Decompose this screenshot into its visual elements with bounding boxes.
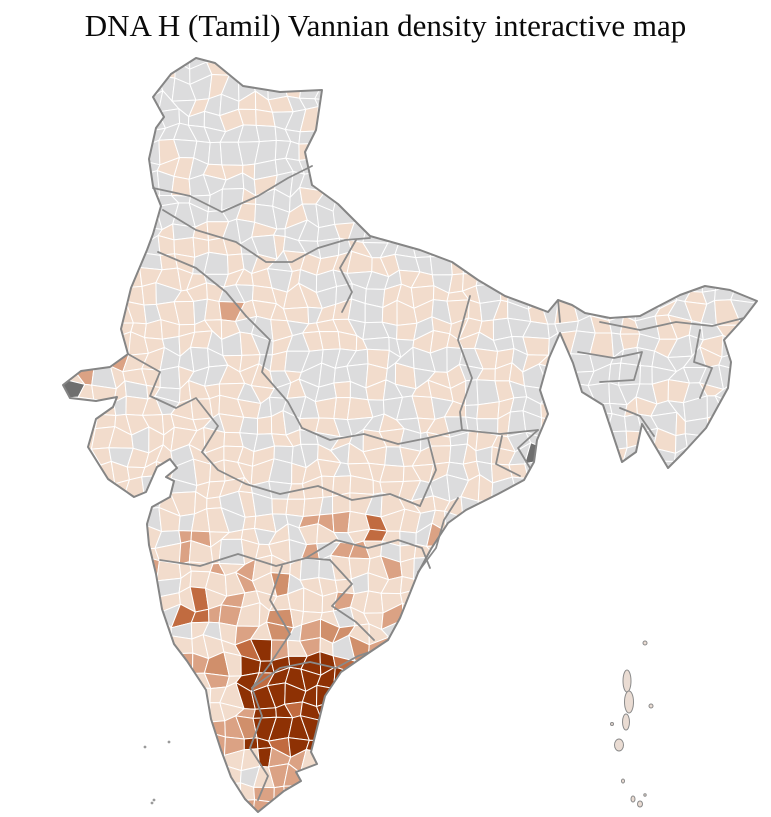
island[interactable] xyxy=(643,793,647,797)
district-cell[interactable] xyxy=(257,415,273,435)
state-border xyxy=(495,435,521,477)
state-border xyxy=(251,651,371,689)
district-cell[interactable] xyxy=(318,330,341,351)
island[interactable] xyxy=(621,778,625,784)
district-cell[interactable] xyxy=(190,398,214,421)
state-borders xyxy=(127,165,745,801)
state-border xyxy=(419,437,437,507)
island-dot[interactable] xyxy=(143,745,147,749)
state-border xyxy=(457,295,473,431)
district-cell[interactable] xyxy=(76,463,102,483)
island-dot[interactable] xyxy=(152,798,156,802)
district-cell[interactable] xyxy=(587,381,611,405)
state-border xyxy=(301,427,539,445)
state-border xyxy=(249,687,269,801)
district-cell[interactable] xyxy=(271,498,289,515)
district-cell[interactable] xyxy=(333,666,350,690)
state-border xyxy=(577,351,643,383)
district-cell[interactable] xyxy=(333,380,351,399)
district-cell[interactable] xyxy=(242,515,257,531)
state-border xyxy=(305,539,431,569)
island[interactable] xyxy=(622,669,632,693)
district-cell[interactable] xyxy=(252,707,277,719)
district-cell[interactable] xyxy=(283,784,302,804)
island[interactable] xyxy=(642,640,648,646)
district-cell[interactable] xyxy=(255,124,277,143)
district-cell[interactable] xyxy=(650,460,676,476)
district-cell[interactable] xyxy=(511,476,530,498)
district-cell[interactable] xyxy=(539,287,566,302)
district-cell[interactable] xyxy=(429,256,453,276)
state-border xyxy=(201,451,421,507)
district-cell[interactable] xyxy=(140,169,161,197)
district-cell[interactable] xyxy=(314,396,337,420)
district-cell[interactable] xyxy=(141,282,157,306)
island[interactable] xyxy=(624,690,634,714)
state-border xyxy=(152,165,313,213)
state-border xyxy=(557,299,561,323)
island-dot[interactable] xyxy=(150,801,154,805)
island[interactable] xyxy=(622,713,630,731)
state-border xyxy=(693,329,713,399)
district-cell[interactable] xyxy=(522,336,550,356)
district-cell[interactable] xyxy=(235,799,256,817)
district-cell[interactable] xyxy=(347,298,366,324)
district-cell[interactable] xyxy=(218,538,246,566)
island[interactable] xyxy=(648,703,654,709)
state-border xyxy=(159,553,331,567)
district-cell[interactable] xyxy=(475,266,501,287)
island-dot[interactable] xyxy=(167,740,171,744)
andaman-nicobar-islands[interactable] xyxy=(610,640,654,808)
district-cell[interactable] xyxy=(220,782,242,803)
state-border xyxy=(599,317,745,331)
island[interactable] xyxy=(637,800,643,808)
state-border xyxy=(329,559,375,641)
district-cell[interactable] xyxy=(206,496,222,510)
district-cell[interactable] xyxy=(156,60,177,79)
district-cell[interactable] xyxy=(636,288,661,310)
island[interactable] xyxy=(614,738,624,752)
state-border xyxy=(245,315,303,429)
state-border xyxy=(619,407,655,437)
district-cell[interactable] xyxy=(299,557,321,581)
district-cell[interactable] xyxy=(332,510,351,534)
island[interactable] xyxy=(630,795,636,803)
district-cell[interactable] xyxy=(639,365,653,385)
lakshadweep-islands[interactable] xyxy=(143,740,171,805)
district-cell[interactable] xyxy=(399,557,415,580)
district-cell[interactable] xyxy=(155,460,174,479)
district-cell[interactable] xyxy=(362,336,390,351)
district-cell[interactable] xyxy=(714,394,742,422)
state-border xyxy=(339,239,357,313)
district-cell[interactable] xyxy=(59,396,84,419)
map-title: DNA H (Tamil) Vannian density interactiv… xyxy=(84,8,687,43)
state-border xyxy=(162,209,371,263)
district-cell[interactable] xyxy=(159,365,181,390)
state-border xyxy=(157,251,247,317)
country-outline xyxy=(62,57,758,813)
district-cell[interactable] xyxy=(174,44,191,71)
district-cell[interactable] xyxy=(207,141,223,166)
state-border xyxy=(251,565,291,689)
district-cell[interactable] xyxy=(204,752,226,769)
district-cell[interactable] xyxy=(192,458,212,487)
district-cell[interactable] xyxy=(666,267,691,293)
island[interactable] xyxy=(610,722,614,726)
state-border xyxy=(517,429,539,469)
district-cell[interactable] xyxy=(385,221,400,244)
district-cell[interactable] xyxy=(464,404,479,420)
district-cell[interactable] xyxy=(156,560,182,582)
district-cell[interactable] xyxy=(285,498,306,518)
district-cell[interactable] xyxy=(684,446,704,467)
district-cell[interactable] xyxy=(476,401,500,420)
state-border xyxy=(127,353,219,453)
district-cell[interactable] xyxy=(321,475,335,498)
